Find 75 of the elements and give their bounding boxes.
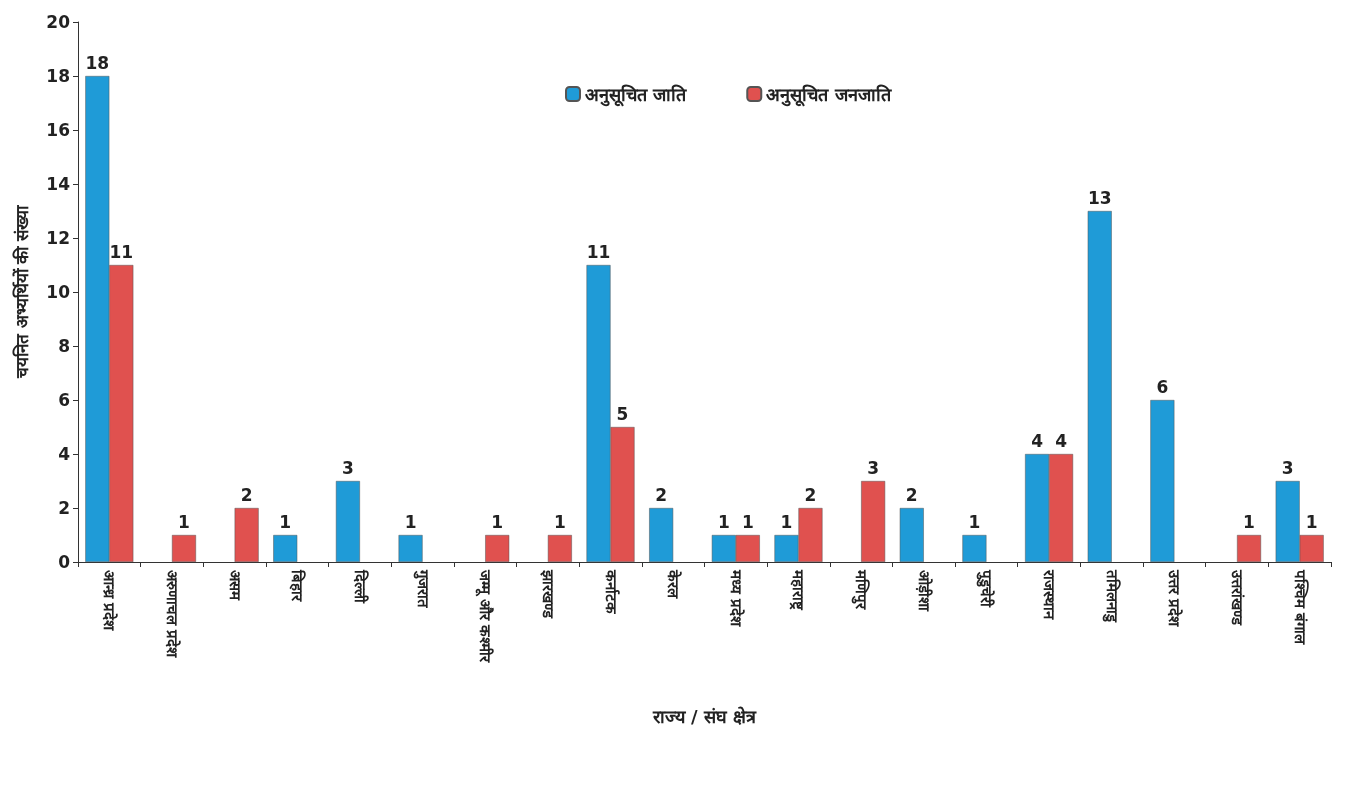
data-label: 2 [804, 484, 817, 505]
data-label: 13 [1087, 187, 1112, 208]
x-tick-label: जम्मू और कश्मीर [475, 569, 495, 664]
bar [1087, 211, 1112, 562]
bar [171, 535, 196, 562]
bar [273, 535, 298, 562]
x-tick-label: झारखण्ड [538, 569, 557, 619]
bar [234, 508, 259, 562]
y-tick-label: 20 [46, 12, 71, 32]
data-label: 1 [178, 511, 190, 532]
y-tick-label: 12 [46, 228, 70, 248]
x-tick-label: दिल्ली [350, 569, 369, 604]
y-tick-label: 18 [46, 66, 70, 86]
data-label: 1 [279, 511, 292, 532]
bar [1150, 400, 1175, 562]
x-tick-label: केरल [664, 569, 683, 599]
data-label: 18 [85, 52, 110, 73]
bar [962, 535, 987, 562]
y-tick-label: 0 [58, 552, 71, 572]
data-label: 1 [741, 511, 754, 532]
y-tick-label: 2 [58, 498, 70, 518]
x-tick-label: महाराष्ट्र [789, 569, 808, 611]
y-tick-label: 10 [46, 282, 71, 302]
x-tick-label: बिहार [288, 569, 307, 602]
data-label: 1 [968, 511, 981, 532]
data-label: 2 [655, 484, 668, 505]
x-tick-label: उत्तरांखण्ड [1228, 569, 1247, 626]
x-tick-label: पुडुचेरी [976, 569, 996, 608]
data-label: 1 [404, 511, 417, 532]
bar [335, 481, 360, 562]
data-label: 1 [780, 511, 793, 532]
bar [547, 535, 572, 562]
x-tick-label: मध्य प्रदेश [726, 569, 745, 628]
data-label: 1 [553, 511, 566, 532]
y-tick-label: 16 [46, 120, 70, 140]
y-axis-title: चयनित अभ्यर्थियों की संख्या [11, 204, 32, 380]
x-tick-label: ओड़ीशा [914, 570, 933, 612]
data-label: 4 [1055, 430, 1068, 451]
bar [1237, 535, 1262, 562]
x-tick-label: पश्चिम बंगाल [1290, 569, 1309, 646]
y-tick-label: 6 [58, 390, 70, 410]
bar [649, 508, 674, 562]
x-tick-label: अरुणाचल प्रदेश [162, 570, 181, 659]
data-label: 1 [1243, 511, 1255, 532]
x-tick-label: असम [225, 570, 244, 601]
data-label: 11 [109, 241, 134, 262]
x-tick-label: तमिलनाडु [1101, 569, 1121, 623]
y-tick-label: 14 [46, 174, 71, 194]
x-tick-label: राजस्थान [1040, 569, 1059, 620]
data-label: 3 [342, 457, 354, 478]
data-label: 2 [905, 484, 918, 505]
data-label: 3 [1281, 457, 1294, 478]
legend-label: अनुसूचित जाति [585, 83, 688, 107]
y-tick-label: 4 [58, 444, 71, 464]
x-tick-label: उत्तर प्रदेश [1165, 569, 1184, 628]
bar [861, 481, 886, 562]
x-tick-label: मणिपुर [851, 569, 871, 610]
data-label: 5 [616, 403, 629, 424]
y-tick-label: 8 [58, 336, 70, 356]
data-label: 2 [240, 484, 253, 505]
bar [485, 535, 510, 562]
data-label: 11 [586, 241, 611, 262]
bar [899, 508, 924, 562]
legend-label: अनुसूचित जनजाति [766, 83, 892, 107]
x-axis-title: राज्य / संघ क्षेत्र [651, 705, 758, 727]
data-label: 1 [1305, 511, 1318, 532]
x-tick-label: गुजरात [412, 569, 432, 609]
bar [398, 535, 423, 562]
data-label: 3 [867, 457, 880, 478]
data-label: 6 [1156, 376, 1169, 397]
x-tick-label: आन्ध्र प्रदेश [100, 570, 119, 632]
data-label: 1 [717, 511, 730, 532]
data-label: 1 [491, 511, 504, 532]
data-label: 4 [1031, 430, 1044, 451]
x-tick-label: कर्नाटक [601, 569, 620, 615]
